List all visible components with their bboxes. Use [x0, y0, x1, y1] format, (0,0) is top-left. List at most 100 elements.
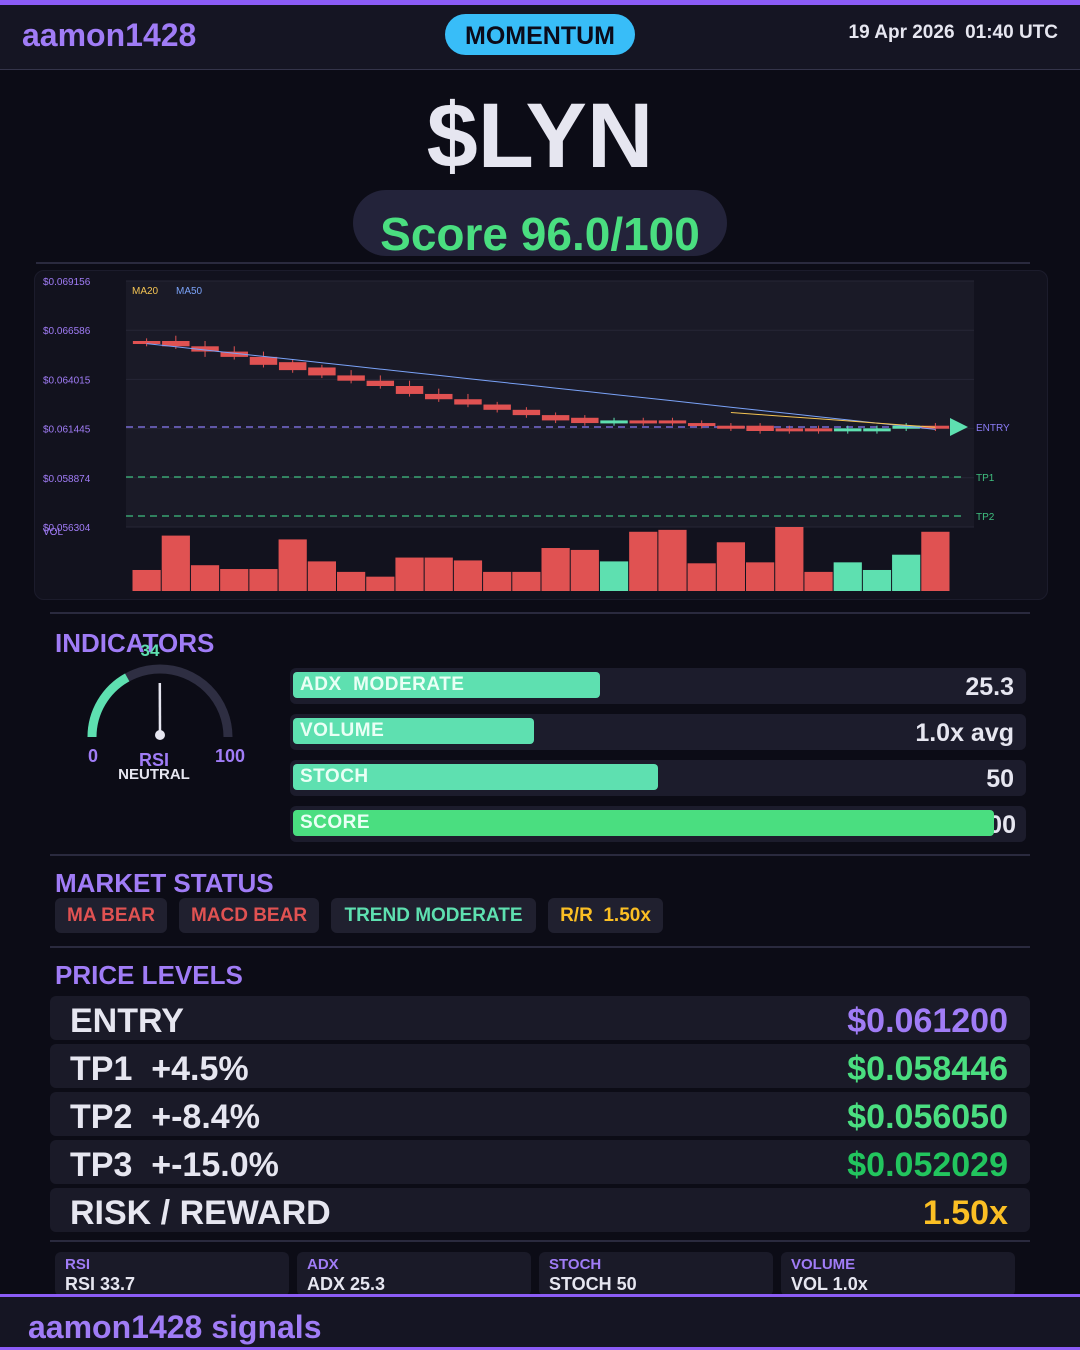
candle-body [132, 341, 161, 344]
rsi-gauge: 34 0 100 RSI NEUTRAL [80, 640, 260, 790]
candle-body [600, 420, 628, 424]
candle-body [395, 386, 424, 394]
candle-body [454, 399, 482, 405]
candle-body [541, 415, 570, 421]
divider [50, 854, 1030, 856]
divider [36, 262, 1030, 264]
card-value: RSI 33.7 [65, 1274, 136, 1294]
y-tick-label: $0.058874 [43, 474, 91, 485]
rsi-value: 34 [141, 641, 160, 660]
level-line-label: ENTRY [976, 423, 1010, 434]
volume-bar [307, 561, 336, 591]
divider [50, 946, 1030, 948]
level-line-label: TP1 [976, 473, 995, 484]
level-label: TP3 +-15.0% [70, 1146, 279, 1184]
candle-body [863, 428, 891, 432]
bar-fill [293, 810, 994, 836]
volume-bar [599, 561, 629, 591]
volume-bar [337, 571, 366, 591]
level-label: ENTRY [70, 1002, 184, 1040]
y-tick-label: $0.069156 [43, 277, 91, 288]
candle-body [717, 425, 745, 429]
rsi-state: NEUTRAL [118, 766, 190, 783]
candle-body [658, 420, 687, 424]
bar-label: SCORE [300, 812, 371, 833]
bar-value: 1.0x avg [915, 719, 1014, 747]
volume-bar [804, 571, 833, 591]
volume-label: VOL [43, 527, 63, 538]
candle-body [687, 423, 716, 427]
y-tick-label: $0.064015 [43, 375, 91, 386]
brand-name: aamon1428 [22, 17, 197, 53]
ma50-line [146, 343, 936, 430]
volume-bar [833, 562, 862, 591]
card-title: RSI [65, 1256, 91, 1273]
level-line-label: TP2 [976, 512, 995, 523]
level-label: RISK / REWARD [70, 1194, 331, 1232]
card-title: STOCH [549, 1256, 602, 1273]
y-tick-label: $0.056304 [43, 523, 91, 534]
candle-body [366, 380, 395, 386]
strategy-badge: MOMENTUM [445, 14, 635, 55]
status-chip-macd: MACD BEAR [179, 898, 319, 933]
volume-bar: VOLUME 1.0x avg [290, 714, 1026, 750]
bar-label: STOCH [300, 766, 369, 787]
candle-body [483, 404, 511, 410]
level-value: $0.058446 [847, 1050, 1008, 1088]
volume-bar [220, 569, 249, 591]
ticker-symbol: $LYN [426, 85, 654, 187]
candle-body [892, 425, 920, 429]
price-levels-title: PRICE LEVELS [55, 960, 243, 990]
volume-bar [862, 569, 892, 591]
y-tick-label: $0.066586 [43, 326, 91, 337]
level-tp2: TP2 +-8.4% $0.056050 [50, 1092, 1030, 1136]
divider [50, 612, 1030, 614]
volume-bar [629, 531, 658, 591]
level-label: TP1 +4.5% [70, 1050, 249, 1088]
status-chip-ma: MA BEAR [55, 898, 167, 933]
volume-bar [132, 569, 161, 591]
candle-body [191, 346, 219, 352]
card-rsi: RSI RSI 33.7 [55, 1252, 289, 1296]
bar-value: 25.3 [965, 673, 1014, 701]
card-value: STOCH 50 [549, 1274, 637, 1294]
level-entry: ENTRY $0.061200 [50, 996, 1030, 1040]
volume-bar [512, 571, 541, 591]
level-tp3: TP3 +-15.0% $0.052029 [50, 1140, 1030, 1184]
gauge-min-label: 0 [88, 746, 98, 766]
footer-bar: aamon1428 signals [0, 1294, 1080, 1350]
candle-body [162, 341, 190, 347]
gauge-hub [155, 730, 165, 740]
legend-ma50: MA50 [176, 286, 203, 297]
volume-bar [658, 529, 687, 591]
volume-bar [453, 560, 483, 591]
candle-body [308, 367, 336, 376]
volume-bar [687, 563, 716, 591]
candle-body [425, 393, 453, 400]
bar-fill [293, 764, 658, 790]
bar-label: VOLUME [300, 720, 385, 741]
card-volume: VOLUME VOL 1.0x [781, 1252, 1015, 1296]
score-badge: Score 96.0/100 [353, 190, 727, 256]
volume-bar [395, 557, 424, 591]
gauge-value-arc [87, 673, 130, 738]
volume-bar [249, 569, 278, 591]
bar-fill [293, 718, 534, 744]
candle-body [512, 409, 541, 416]
level-risk-reward: RISK / REWARD 1.50x [50, 1188, 1030, 1232]
card-value: ADX 25.3 [307, 1274, 386, 1294]
volume-bar [483, 571, 512, 591]
top-accent-line [0, 0, 1080, 5]
entry-arrow-icon [950, 418, 968, 436]
market-status-title: MARKET STATUS [55, 868, 274, 898]
candle-body [571, 417, 599, 424]
card-title: ADX [307, 1256, 339, 1273]
status-chip-rr: R/R 1.50x [548, 898, 663, 933]
card-stoch: STOCH STOCH 50 [539, 1252, 773, 1296]
candle-body [804, 428, 833, 432]
timestamp: 19 Apr 2026 01:40 UTC [848, 22, 1058, 43]
gauge-max-label: 100 [215, 746, 245, 766]
bar-fill [293, 672, 600, 698]
volume-bar [366, 576, 395, 591]
candle-body [249, 356, 278, 365]
